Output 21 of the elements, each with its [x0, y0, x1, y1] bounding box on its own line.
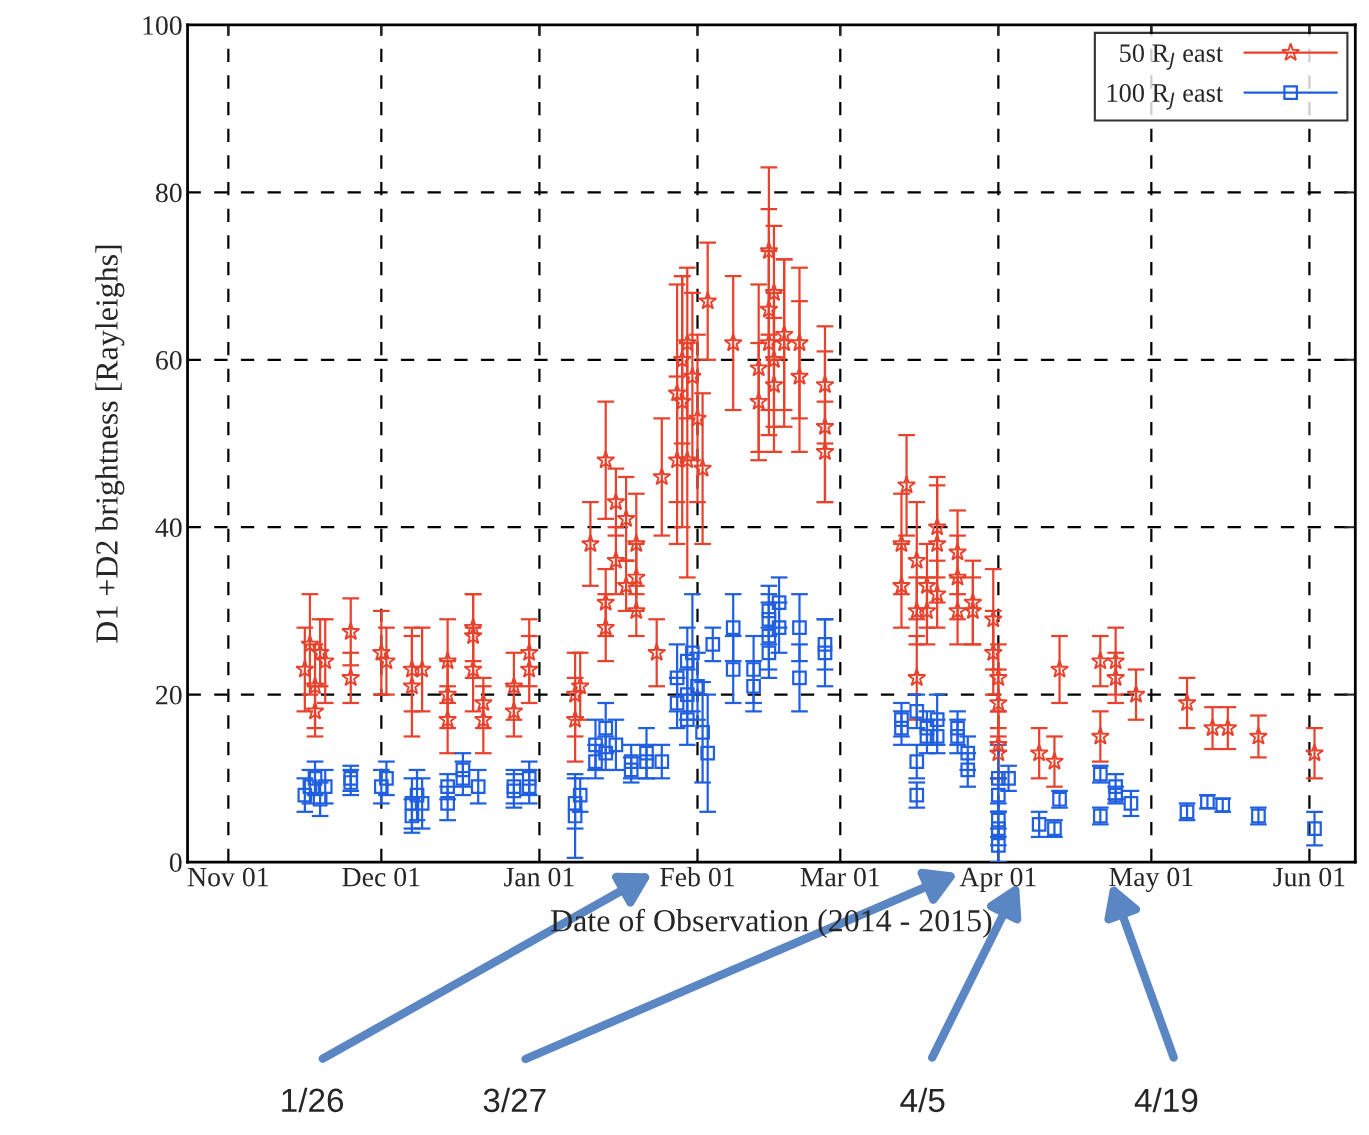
x-tick-label: Mar 01: [800, 867, 880, 887]
legend-label: 50 R$_{J}$ east: [1120, 44, 1224, 70]
x-tick-label: Nov 01: [187, 867, 268, 887]
x-tick-label: Jan 01: [504, 867, 574, 887]
y-tick-label: 40: [155, 518, 182, 538]
text: 1/26: [282, 1087, 344, 1113]
y-axis-title: D1 +D2 brightness [Rayleighs]: [95, 245, 125, 643]
x-tick-label: Feb 01: [660, 866, 735, 887]
y-tick-label: 80: [155, 183, 182, 203]
y-tick-label: 60: [156, 350, 182, 370]
x-tick-label: Jun 01: [1273, 867, 1345, 887]
x-tick-label: Apr 01: [959, 867, 1036, 893]
text: 4/19: [1134, 1087, 1198, 1113]
legend-label: 100 R$_{J}$ east: [1107, 84, 1224, 110]
text: 4/5: [900, 1087, 945, 1113]
y-tick-label: 0: [169, 853, 182, 872]
y-tick-label: 20: [156, 685, 182, 705]
text: 3/27: [483, 1087, 546, 1113]
y-tick-label: 100: [143, 16, 182, 35]
x-tick-label: Dec 01: [342, 867, 420, 887]
x-tick-label: May 01: [1109, 867, 1193, 893]
